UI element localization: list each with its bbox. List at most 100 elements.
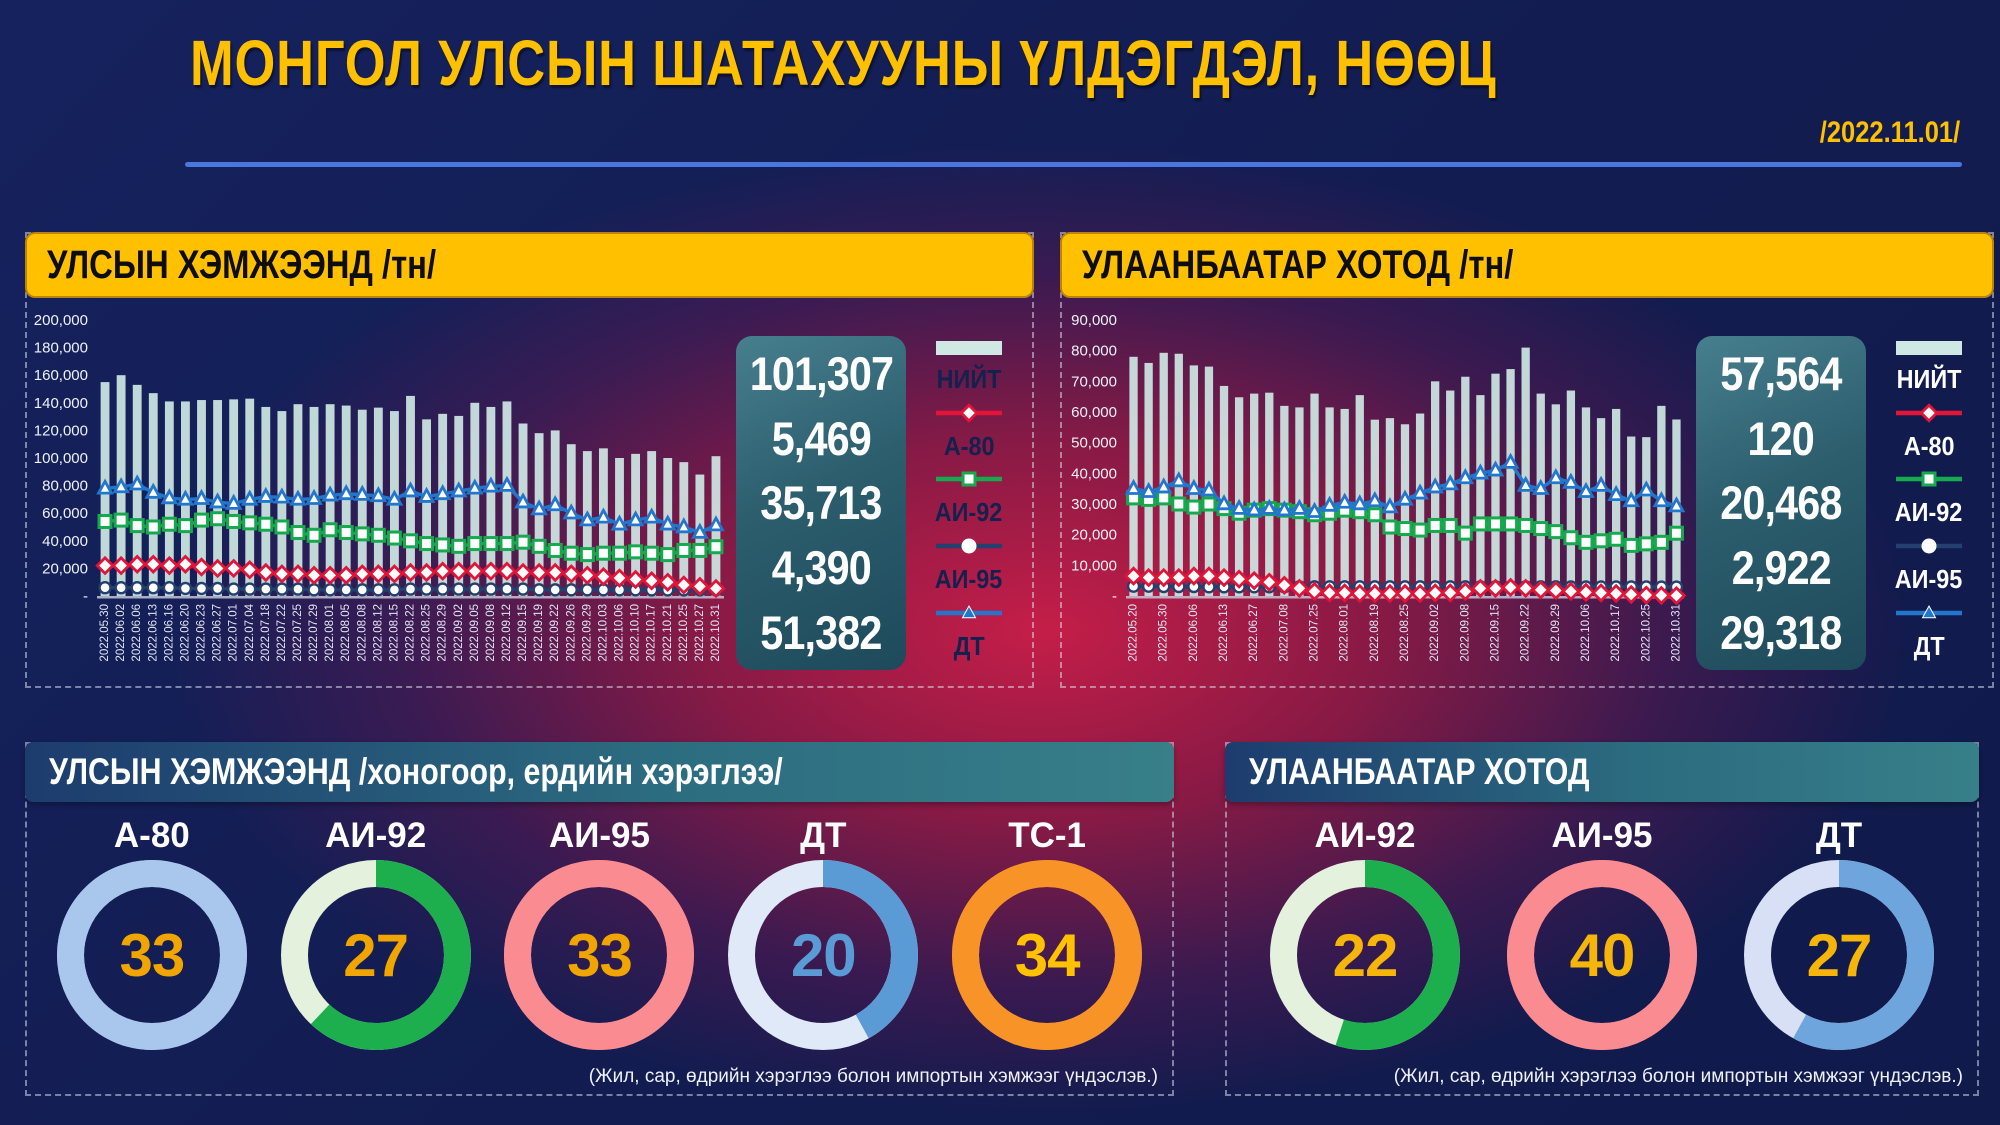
svg-text:2022.09.12: 2022.09.12 bbox=[501, 604, 513, 662]
donut-cell-tc1: ТС-1 34 bbox=[942, 816, 1152, 1050]
ub-total-dt: 29,318 bbox=[1720, 606, 1842, 660]
ub-totals-box: 57,564 120 20,468 2,922 29,318 bbox=[1696, 336, 1866, 670]
panel-national-body: 200,000 180,000 160,000 140,000 120,000 100,0… bbox=[27, 300, 1032, 686]
legend-item-bar: НИЙТ bbox=[1893, 338, 1965, 395]
dt-triangle-icon bbox=[1894, 601, 1964, 630]
svg-text:2022.10.03: 2022.10.03 bbox=[597, 604, 609, 662]
legend-item-triangle: ДТ bbox=[934, 601, 1004, 662]
svg-text:2022.09.08: 2022.09.08 bbox=[1459, 604, 1471, 662]
donut-label: ДТ bbox=[800, 816, 847, 855]
donut-cell-dt: ДТ 20 bbox=[718, 816, 928, 1050]
svg-text:2022.10.25: 2022.10.25 bbox=[1640, 604, 1652, 662]
panel-ub: УЛААНБААТАР ХОТОД /тн/ 90,000 80,000 70,00… bbox=[1060, 232, 1994, 688]
svg-text:2022.09.22: 2022.09.22 bbox=[1520, 604, 1532, 662]
ub-legend: НИЙТ А-80 АИ-92 АИ-95 ДТ bbox=[1874, 332, 1984, 668]
donut-cell-ai92: АИ-92 27 bbox=[271, 816, 481, 1050]
svg-text:2022.09.02: 2022.09.02 bbox=[1429, 604, 1441, 662]
national-chart: 200,000 180,000 160,000 140,000 120,000 100,0… bbox=[33, 306, 728, 682]
svg-text:2022.07.04: 2022.07.04 bbox=[244, 603, 256, 661]
svg-text:2022.06.27: 2022.06.27 bbox=[212, 604, 224, 662]
a80-donut: 33 bbox=[56, 860, 247, 1050]
dt-triangle-icon bbox=[934, 601, 1004, 630]
svg-text:50,000: 50,000 bbox=[1071, 435, 1117, 452]
svg-text:2022.05.30: 2022.05.30 bbox=[1158, 604, 1170, 662]
ub-chart: 90,000 80,000 70,000 60,000 50,000 40,000 30,0… bbox=[1068, 306, 1688, 682]
svg-text:2022.08.25: 2022.08.25 bbox=[421, 604, 433, 662]
svg-text:2022.10.17: 2022.10.17 bbox=[646, 604, 658, 662]
ub-total-ai95: 2,922 bbox=[1731, 541, 1831, 595]
svg-text:2022.08.05: 2022.08.05 bbox=[340, 604, 352, 662]
svg-text:2022.10.10: 2022.10.10 bbox=[630, 604, 642, 662]
panel-ub-body: 90,000 80,000 70,000 60,000 50,000 40,000 30,0… bbox=[1062, 300, 1992, 686]
svg-text:140,000: 140,000 bbox=[34, 395, 88, 412]
donut-cell-ub-ai95: АИ-95 40 bbox=[1497, 816, 1707, 1050]
svg-text:2022.10.21: 2022.10.21 bbox=[662, 604, 674, 662]
national-footnote: (Жил, сар, өдрийн хэрэглээ болон импорты… bbox=[588, 1066, 1158, 1087]
panel-national: УЛСЫН ХЭМЖЭЭНД /тн/ 200,000 180,000 160,00… bbox=[25, 232, 1034, 688]
donut-cell-ub-ai92: АИ-92 22 bbox=[1260, 816, 1470, 1050]
svg-text:2022.08.25: 2022.08.25 bbox=[1399, 604, 1411, 662]
legend-item-circle: АИ-95 bbox=[931, 534, 1006, 595]
svg-text:100,000: 100,000 bbox=[34, 450, 88, 467]
svg-text:2022.09.29: 2022.09.29 bbox=[581, 604, 593, 662]
donut-label: АИ-92 bbox=[325, 816, 427, 855]
title-underline bbox=[185, 162, 1962, 167]
svg-text:2022.06.06: 2022.06.06 bbox=[131, 604, 143, 662]
svg-text:2022.08.15: 2022.08.15 bbox=[388, 604, 400, 662]
ai95-circle-icon bbox=[934, 534, 1004, 563]
total-bar-swatch-icon bbox=[934, 338, 1004, 363]
a80-diamond-icon bbox=[934, 401, 1004, 430]
ub-ai92-donut: 22 bbox=[1270, 860, 1460, 1050]
donut-label: А-80 bbox=[113, 816, 190, 855]
national-donut-row: А-80 33 АИ-92 27 АИ-95 33 ДТ bbox=[33, 816, 1166, 1050]
national-total-ai95: 4,390 bbox=[771, 541, 871, 595]
svg-text:2022.07.08: 2022.07.08 bbox=[1278, 604, 1290, 662]
svg-text:40,000: 40,000 bbox=[42, 533, 88, 550]
svg-text:2022.10.06: 2022.10.06 bbox=[1580, 604, 1592, 662]
donut-label: АИ-95 bbox=[548, 816, 650, 855]
svg-text:2022.06.06: 2022.06.06 bbox=[1188, 604, 1200, 662]
panel-national-header: УЛСЫН ХЭМЖЭЭНД /тн/ bbox=[25, 232, 1034, 298]
svg-text:160,000: 160,000 bbox=[34, 367, 88, 384]
legend-item-square: АИ-92 bbox=[931, 467, 1006, 528]
legend-item-bar: НИЙТ bbox=[933, 338, 1005, 395]
ub-dt-donut: 27 bbox=[1744, 860, 1934, 1050]
svg-text:80,000: 80,000 bbox=[42, 478, 88, 495]
svg-text:2022.08.22: 2022.08.22 bbox=[405, 604, 417, 662]
legend-item-circle: АИ-95 bbox=[1891, 534, 1966, 595]
national-total-a80: 5,469 bbox=[771, 411, 871, 465]
svg-text:2022.09.02: 2022.09.02 bbox=[453, 604, 465, 662]
svg-text:-: - bbox=[83, 588, 88, 605]
svg-text:2022.08.29: 2022.08.29 bbox=[437, 604, 449, 662]
legend-item-square: АИ-92 bbox=[1891, 467, 1966, 528]
svg-text:2022.08.19: 2022.08.19 bbox=[1369, 604, 1381, 662]
svg-text:2022.07.25: 2022.07.25 bbox=[292, 604, 304, 662]
svg-text:2022.09.19: 2022.09.19 bbox=[533, 604, 545, 662]
legend-item-diamond: А-80 bbox=[934, 401, 1004, 462]
svg-text:70,000: 70,000 bbox=[1071, 373, 1117, 390]
section-ub-days-header: УЛААНБААТАР ХОТОД bbox=[1225, 742, 1979, 802]
national-totals-box: 101,307 5,469 35,713 4,390 51,382 bbox=[736, 336, 906, 670]
ub-ai95-donut: 40 bbox=[1507, 860, 1697, 1050]
svg-text:180,000: 180,000 bbox=[34, 340, 88, 357]
national-total-ai92: 35,713 bbox=[760, 476, 882, 530]
donut-label: АИ-92 bbox=[1314, 816, 1416, 855]
ub-footnote: (Жил, сар, өдрийн хэрэглээ болон импорты… bbox=[1393, 1066, 1963, 1087]
ub-total-a80: 120 bbox=[1747, 411, 1815, 465]
svg-text:2022.08.01: 2022.08.01 bbox=[1339, 604, 1351, 662]
svg-text:2022.10.27: 2022.10.27 bbox=[694, 604, 706, 662]
svg-text:2022.10.06: 2022.10.06 bbox=[614, 604, 626, 662]
svg-text:2022.08.12: 2022.08.12 bbox=[372, 604, 384, 662]
ai92-square-icon bbox=[934, 467, 1004, 496]
section-national-days: УЛСЫН ХЭМЖЭЭНД /хоногоор, ердийн хэрэглэ… bbox=[25, 742, 1174, 1096]
svg-text:2022.09.05: 2022.09.05 bbox=[469, 604, 481, 662]
svg-text:80,000: 80,000 bbox=[1071, 343, 1117, 360]
donut-label: ДТ bbox=[1815, 816, 1863, 855]
dt-donut: 20 bbox=[728, 860, 919, 1050]
panel-ub-header: УЛААНБААТАР ХОТОД /тн/ bbox=[1060, 232, 1994, 298]
page-title: МОНГОЛ УЛСЫН ШАТАХУУНЫ ҮЛДЭГДЭЛ, НӨӨЦ bbox=[190, 27, 1497, 99]
svg-text:2022.06.27: 2022.06.27 bbox=[1248, 604, 1260, 662]
svg-text:2022.06.20: 2022.06.20 bbox=[179, 604, 191, 662]
svg-text:2022.05.20: 2022.05.20 bbox=[1128, 604, 1140, 662]
